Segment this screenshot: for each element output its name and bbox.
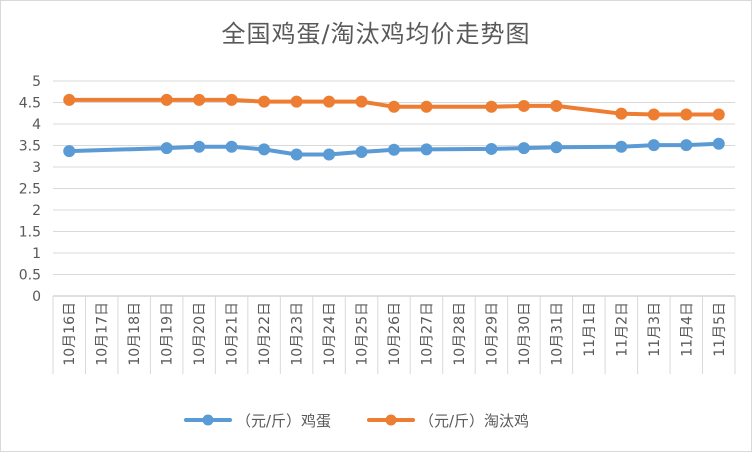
- data-point: [63, 93, 76, 106]
- x-tick-label: 10月23日: [290, 302, 306, 366]
- legend-label: （元/斤）淘汰鸡: [419, 412, 529, 430]
- x-tick-label: 10月29日: [484, 302, 500, 366]
- data-point: [388, 100, 400, 113]
- data-point: [420, 143, 433, 156]
- x-tick-label: 11月5日: [712, 302, 728, 357]
- data-point: [550, 99, 563, 112]
- x-tick-labels: 10月16日 10月17日 10月18日 10月19日 10月20日 10月21日 10月2…: [62, 302, 728, 366]
- data-point: [647, 139, 660, 152]
- y-tick-label: 3: [32, 160, 41, 176]
- data-point: [323, 148, 336, 161]
- x-tick-label: 11月2日: [614, 302, 630, 357]
- axes: [52, 295, 736, 374]
- legend-swatch-marker: [202, 414, 214, 426]
- data-point: [388, 143, 400, 156]
- y-tick-label: 5: [32, 74, 41, 90]
- data-point: [517, 142, 530, 155]
- legend-swatch-marker: [385, 414, 397, 426]
- y-tick-label: 4: [32, 117, 41, 133]
- y-tick-label: 1.5: [19, 225, 41, 241]
- data-point: [290, 95, 303, 108]
- x-tick-label: 10月17日: [95, 302, 111, 366]
- y-tick-label: 3.5: [19, 139, 41, 155]
- data-point: [193, 93, 206, 106]
- y-tick-label: 4.5: [19, 96, 41, 112]
- data-point: [225, 93, 238, 106]
- x-tick-label: 11月3日: [647, 302, 663, 357]
- x-tick-label: 10月22日: [257, 302, 273, 366]
- data-point: [355, 145, 368, 158]
- data-point: [290, 148, 303, 161]
- data-point: [485, 142, 498, 155]
- x-tick-label: 10月18日: [127, 302, 143, 366]
- x-tick-label: 10月31日: [549, 302, 565, 366]
- data-point: [680, 108, 693, 121]
- x-tick-label: 10月16日: [62, 302, 78, 366]
- x-tick-label: 11月1日: [582, 302, 598, 357]
- data-point: [258, 95, 271, 108]
- x-tick-label: 10月26日: [387, 302, 403, 366]
- x-tick-label: 10月30日: [517, 302, 533, 366]
- data-point: [615, 107, 628, 120]
- legend-label: （元/斤）鸡蛋: [236, 412, 331, 430]
- x-tick-label: 11月4日: [679, 302, 695, 357]
- y-tick-labels: 0 0.5 1 1.5 2 2.5 3 3.5 4 4.5 5: [19, 74, 41, 305]
- data-point: [193, 140, 206, 153]
- x-tick-label: 10月25日: [355, 302, 371, 366]
- y-tick-label: 2.5: [19, 182, 41, 198]
- data-point: [160, 142, 173, 155]
- data-point: [258, 143, 271, 156]
- series: [63, 93, 725, 161]
- y-tick-label: 2: [32, 203, 41, 219]
- data-point: [420, 100, 433, 113]
- data-point: [680, 139, 693, 152]
- data-point: [485, 100, 498, 113]
- y-tick-label: 0.5: [19, 268, 41, 284]
- data-point: [160, 93, 173, 106]
- y-tick-label: 0: [32, 289, 41, 305]
- x-tick-label: 10月21日: [225, 302, 241, 366]
- data-point: [615, 140, 628, 153]
- chart-title: 全国鸡蛋/淘汰鸡均价走势图: [221, 20, 531, 48]
- x-tick-label: 10月27日: [419, 302, 435, 366]
- data-point: [63, 145, 76, 158]
- data-point: [323, 95, 336, 108]
- data-point: [712, 137, 725, 150]
- y-tick-label: 1: [32, 246, 41, 262]
- data-point: [712, 108, 725, 121]
- x-tick-label: 10月20日: [192, 302, 208, 366]
- x-tick-label: 10月28日: [452, 302, 468, 366]
- data-point: [647, 108, 660, 121]
- data-point: [355, 95, 368, 108]
- data-point: [225, 140, 238, 153]
- data-point: [550, 141, 563, 154]
- data-point: [517, 99, 530, 112]
- legend: （元/斤）鸡蛋 （元/斤）淘汰鸡: [184, 412, 529, 430]
- x-tick-label: 10月19日: [160, 302, 176, 366]
- x-tick-label: 10月24日: [322, 302, 338, 366]
